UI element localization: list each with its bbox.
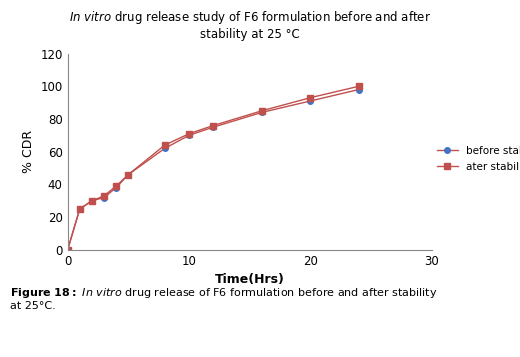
before stabilty [101, 195, 107, 200]
ater stability at 25˚C [113, 184, 119, 188]
ater stability at 25˚C [186, 132, 192, 136]
before stabilty [76, 207, 83, 211]
before stabilty [210, 125, 216, 129]
Line: ater stability at 25˚C: ater stability at 25˚C [65, 84, 361, 253]
Text: $\it{In\ vitro}$ drug release study of F6 formulation before and after
stability: $\it{In\ vitro}$ drug release study of F… [69, 9, 431, 41]
before stabilty [258, 110, 265, 115]
ater stability at 25˚C [89, 198, 95, 203]
ater stability at 25˚C [76, 207, 83, 211]
before stabilty [125, 172, 132, 177]
ater stability at 25˚C [356, 84, 362, 89]
before stabilty [64, 248, 71, 252]
Legend: before stabilty, ater stability at 25˚C: before stabilty, ater stability at 25˚C [433, 141, 520, 176]
before stabilty [162, 146, 168, 151]
Line: before stabilty: before stabilty [65, 87, 361, 253]
ater stability at 25˚C [125, 172, 132, 177]
ater stability at 25˚C [64, 248, 71, 252]
ater stability at 25˚C [162, 143, 168, 147]
before stabilty [113, 186, 119, 190]
before stabilty [307, 99, 314, 103]
Text: $\mathbf{Figure\ 18:}$ $\it{In\ vitro}$ drug release of F6 formulation before an: $\mathbf{Figure\ 18:}$ $\it{In\ vitro}$ … [10, 286, 438, 311]
ater stability at 25˚C [307, 96, 314, 100]
ater stability at 25˚C [101, 194, 107, 198]
ater stability at 25˚C [258, 109, 265, 113]
ater stability at 25˚C [210, 124, 216, 128]
before stabilty [186, 133, 192, 137]
X-axis label: Time(Hrs): Time(Hrs) [215, 273, 284, 286]
before stabilty [356, 87, 362, 92]
before stabilty [89, 198, 95, 203]
Y-axis label: % CDR: % CDR [22, 130, 35, 173]
